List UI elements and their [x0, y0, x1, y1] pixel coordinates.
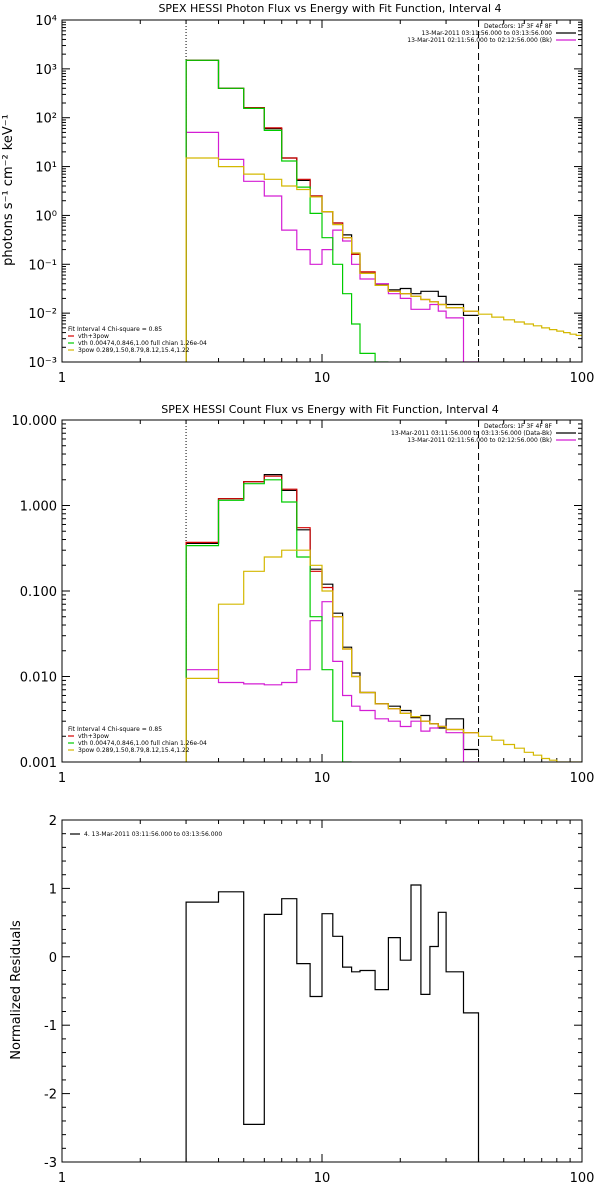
y-tick-label: 10⁴ [35, 14, 57, 29]
series-5-line [185, 549, 582, 762]
y-tick-label: 10.000 [12, 414, 58, 429]
legend-entry: 13-Mar-2011 03:11:56.000 to 03:13:56.000 [421, 30, 552, 37]
panel-3-series [185, 884, 480, 1162]
y-tick-label: -2 [44, 1088, 57, 1103]
x-tick-label: 1 [58, 1171, 66, 1186]
legend-entry: vth 0.00474,0.846,1.00 full chian 1.26e-… [78, 340, 207, 347]
legend-entry: vth+3pow [78, 333, 109, 340]
x-tick-label: 100 [570, 771, 595, 786]
photon-flux-panel: SPEX HESSI Photon Flux vs Energy with Fi… [1, 2, 502, 266]
y-tick-label: 10⁻² [28, 307, 57, 322]
legend-entry: 13-Mar-2011 03:11:56.000 to 03:13:56.000… [391, 430, 552, 437]
y-tick-label: 10⁻¹ [28, 258, 57, 273]
y-tick-label: 0.010 [20, 671, 57, 686]
x-tick-label: 1 [58, 371, 66, 386]
y-tick-label: 1.000 [20, 500, 57, 515]
y-tick-label: 10³ [35, 63, 57, 78]
plot-frame [61, 419, 583, 763]
x-tick-label: 100 [570, 1171, 595, 1186]
series-4-line [185, 59, 389, 362]
legend-entry: vth+3pow [78, 733, 109, 740]
x-tick-label: 100 [570, 371, 595, 386]
residuals-panel: Normalized Residuals [9, 920, 24, 1060]
x-tick-label: 10 [314, 771, 331, 786]
y-tick-label: 2 [49, 814, 57, 829]
series-4-line [185, 479, 352, 762]
y-tick-label: 10⁻³ [28, 356, 57, 371]
y-tick-label: 1 [49, 882, 57, 897]
legend-entry: 13-Mar-2011 02:11:56.000 to 02:12:56.000… [407, 437, 552, 444]
legend-entry: Fit Interval 4 Chi-square = 0.85 [68, 726, 162, 733]
panel1-ylabel: photons s⁻¹ cm⁻² keV⁻¹ [1, 114, 16, 266]
panel-2-plot: 1 10 100 0.001 0.010 0.100 1.000 10.000 Detector… [12, 414, 595, 786]
y-tick-label: 0.100 [20, 585, 57, 600]
series-1-line [185, 884, 480, 1162]
legend-entry: Fit Interval 4 Chi-square = 0.85 [68, 326, 162, 333]
panel2-title: SPEX HESSI Count Flux vs Energy with Fit… [161, 403, 498, 416]
series-2-line [185, 601, 479, 762]
panel1-title: SPEX HESSI Photon Flux vs Energy with Fi… [158, 2, 501, 15]
panel-3-plot: 1 10 100 -3 -2 -1 0 1 2 4. 13-Mar-2011 03:11:56.0… [44, 814, 594, 1186]
y-tick-label: 10⁰ [35, 209, 57, 224]
y-tick-label: 0.001 [20, 756, 57, 771]
panel-1-plot: 1 10 100 10⁻³ 10⁻² 10⁻¹ 10⁰ 10¹ 10² 10³ 10⁴ Detecto… [28, 14, 595, 386]
legend-entry: 3pow 0.289,1.50,8.79,8.12,15.4,1.22 [78, 347, 190, 354]
series-5-line [185, 157, 582, 362]
plot-frame [61, 819, 583, 1163]
y-tick-label: -3 [44, 1156, 57, 1171]
y-tick-label: 10¹ [35, 161, 57, 176]
plot-frame [61, 19, 583, 363]
legend-entry: 13-Mar-2011 02:11:56.000 to 02:12:56.000… [407, 37, 552, 44]
y-tick-label: 0 [49, 951, 57, 966]
series-2-line [185, 131, 479, 362]
panel-1-series [185, 59, 582, 362]
legend-entry: 3pow 0.289,1.50,8.79,8.12,15.4,1.22 [78, 747, 190, 754]
legend-entry: 4. 13-Mar-2011 03:11:56.000 to 03:13:56.… [84, 831, 222, 838]
legend-entry: Detectors: 1F 3F 4F 8F [484, 23, 553, 30]
y-tick-label: -1 [44, 1019, 57, 1034]
panel-2-series [185, 474, 582, 762]
x-tick-label: 10 [314, 1171, 331, 1186]
y-tick-label: 10² [35, 112, 57, 127]
x-tick-label: 10 [314, 371, 331, 386]
x-tick-label: 1 [58, 771, 66, 786]
legend-entry: vth 0.00474,0.846,1.00 full chian 1.26e-… [78, 740, 207, 747]
legend-entry: Detectors: 1F 3F 4F 8F [484, 423, 553, 430]
panel3-ylabel: Normalized Residuals [9, 920, 24, 1060]
count-flux-panel: SPEX HESSI Count Flux vs Energy with Fit… [161, 403, 498, 416]
